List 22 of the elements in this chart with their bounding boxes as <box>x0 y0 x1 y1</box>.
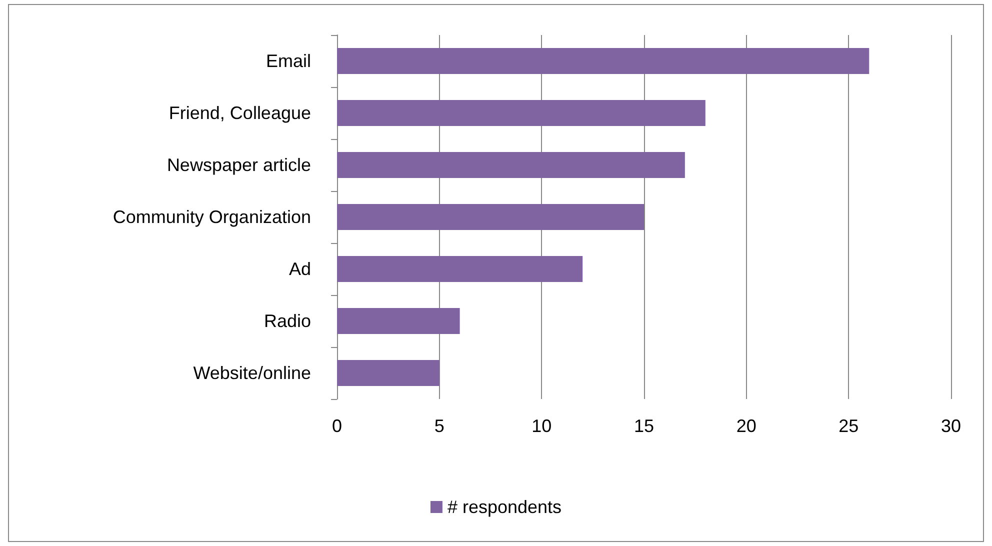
bar <box>337 308 460 334</box>
x-tick-label: 25 <box>838 416 859 436</box>
y-tick-label: Email <box>266 51 311 71</box>
bar <box>337 48 870 74</box>
bar <box>337 100 706 126</box>
y-tick-label: Community Organization <box>112 207 311 227</box>
bar <box>337 360 440 386</box>
y-tick-label: Ad <box>288 259 311 279</box>
y-tick-label: Friend, Colleague <box>168 103 311 123</box>
x-tick-label: 30 <box>940 416 962 436</box>
bar <box>337 152 685 178</box>
y-tick-label: Website/online <box>193 363 311 383</box>
y-tick-label: Newspaper article <box>166 155 311 175</box>
x-tick-label: 10 <box>532 416 552 436</box>
x-tick-label: 0 <box>332 416 342 436</box>
bar <box>337 256 583 282</box>
x-tick-label: 15 <box>634 416 654 436</box>
bar <box>337 204 644 230</box>
x-tick-label: 20 <box>736 416 756 436</box>
legend-label: # respondents <box>447 497 562 517</box>
y-tick-label: Radio <box>264 311 311 331</box>
x-tick-label: 5 <box>434 416 444 436</box>
